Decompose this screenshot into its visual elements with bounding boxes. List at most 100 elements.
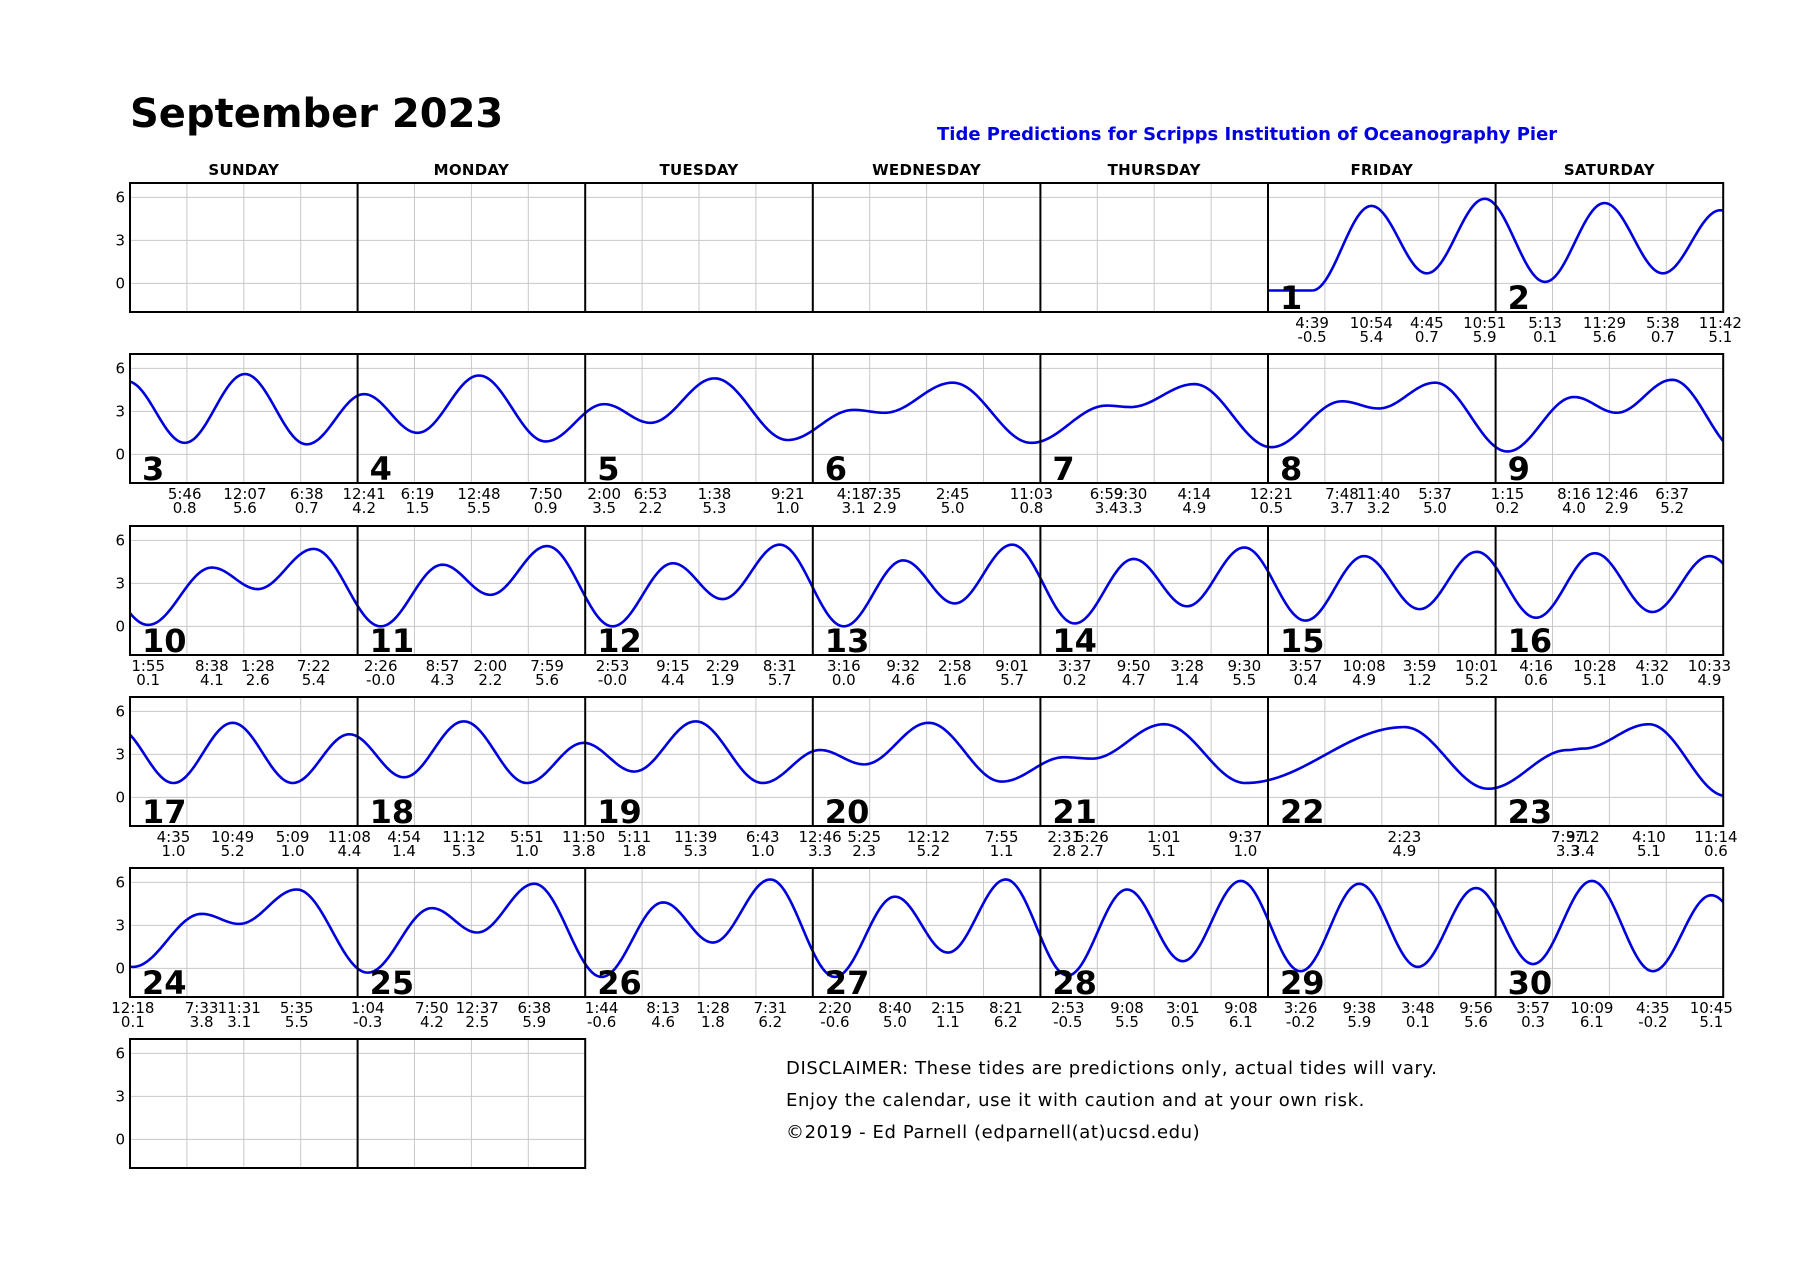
tide-time-label: 10:45	[1690, 999, 1733, 1017]
y-tick-label: 0	[115, 788, 125, 806]
tide-time-label: 4:35	[1636, 999, 1670, 1017]
tide-height-label: 5.5	[1232, 671, 1256, 689]
tide-curve-day-22	[1267, 725, 1496, 791]
tide-height-label: 0.4	[1294, 671, 1318, 689]
tide-time-label: 2:15	[931, 999, 965, 1017]
tide-height-label: 3.3	[1556, 842, 1580, 860]
tide-height-label: 5.7	[768, 671, 792, 689]
disclaimer-line-2: Enjoy the calendar, use it with caution …	[786, 1090, 1365, 1111]
day-number-9: 9	[1508, 450, 1530, 488]
day-number-23: 23	[1508, 793, 1553, 831]
tide-height-label: 0.2	[1496, 499, 1520, 517]
tide-height-label: 1.2	[1408, 671, 1432, 689]
tide-height-label: 3.1	[227, 1013, 251, 1031]
y-tick-label: 0	[115, 959, 125, 977]
tide-curve-day-8	[1267, 381, 1497, 449]
tide-time-label: 5:37	[1418, 485, 1452, 503]
tide-height-label: 2.9	[873, 499, 897, 517]
tide-time-label: 3:37	[1058, 657, 1092, 675]
tide-time-label: 7:48	[1325, 485, 1359, 503]
tide-height-label: -0.6	[820, 1013, 849, 1031]
day-number-15: 15	[1280, 622, 1325, 660]
tide-time-label: 5:13	[1528, 314, 1562, 332]
tide-height-label: 1.8	[701, 1013, 725, 1031]
tide-time-label: 8:40	[878, 999, 912, 1017]
day-number-8: 8	[1280, 450, 1302, 488]
tide-time-label: 7:50	[415, 999, 449, 1017]
tide-height-label: 2.3	[852, 842, 876, 860]
tide-height-label: 4.1	[200, 671, 224, 689]
tide-height-label: -0.2	[1638, 1013, 1667, 1031]
tide-height-label: 0.9	[534, 499, 558, 517]
tide-time-label: 9:37	[1229, 828, 1263, 846]
tide-time-label: 5:25	[847, 828, 881, 846]
day-header-thursday: THURSDAY	[1107, 161, 1201, 179]
tide-time-label: 11:29	[1583, 314, 1626, 332]
tide-height-label: 2.8	[1052, 842, 1076, 860]
tide-time-label: 2:53	[596, 657, 630, 675]
day-number-2: 2	[1508, 279, 1530, 317]
tide-height-label: 4.4	[337, 842, 361, 860]
tide-height-label: 6.1	[1229, 1013, 1253, 1031]
tide-time-label: 9:32	[886, 657, 920, 675]
tide-height-label: 1.0	[281, 842, 305, 860]
tide-curve-day-25	[356, 882, 587, 974]
tide-time-label: 3:48	[1401, 999, 1435, 1017]
tide-time-label: 3:28	[1170, 657, 1204, 675]
tide-curve-day-17	[129, 721, 359, 785]
tide-height-label: 5.9	[522, 1013, 546, 1031]
tide-height-label: 2.2	[639, 499, 663, 517]
day-number-16: 16	[1508, 622, 1553, 660]
tide-time-label: 4:10	[1632, 828, 1666, 846]
day-number-28: 28	[1052, 964, 1097, 1002]
tide-curve-day-1	[1268, 197, 1497, 292]
tide-height-label: 1.0	[751, 842, 775, 860]
tide-time-label: 4:39	[1295, 314, 1329, 332]
day-number-7: 7	[1052, 450, 1074, 488]
tide-curve-day-3	[129, 372, 359, 446]
week-row-border	[129, 353, 1725, 484]
tide-height-label: 5.0	[941, 499, 965, 517]
y-tick-label: 3	[115, 745, 125, 763]
tide-height-label: 5.6	[535, 671, 559, 689]
week-row-border	[129, 182, 1725, 313]
tide-curve-day-4	[357, 374, 587, 443]
tide-curve-day-21	[1039, 722, 1269, 785]
tide-time-label: 8:13	[646, 999, 680, 1017]
tide-time-label: 11:03	[1010, 485, 1053, 503]
tide-height-label: 5.6	[233, 499, 257, 517]
page-subtitle: Tide Predictions for Scripps Institution…	[937, 124, 1558, 145]
tide-time-label: 11:40	[1357, 485, 1400, 503]
week-row-border	[129, 525, 1725, 656]
tide-height-label: 5.0	[883, 1013, 907, 1031]
tide-time-label: 9:21	[771, 485, 805, 503]
y-tick-label: 3	[115, 231, 125, 249]
tide-height-label: 4.2	[352, 499, 376, 517]
tide-height-label: 5.3	[452, 842, 476, 860]
day-number-18: 18	[370, 793, 415, 831]
tide-height-label: 0.7	[1415, 328, 1439, 346]
tide-height-label: 4.9	[1698, 671, 1722, 689]
tide-height-label: 2.9	[1605, 499, 1629, 517]
tide-time-label: 9:12	[1566, 828, 1600, 846]
tide-height-label: 4.9	[1352, 671, 1376, 689]
y-tick-label: 6	[115, 359, 125, 377]
day-number-11: 11	[370, 622, 415, 660]
tide-time-label: 5:38	[1646, 314, 1680, 332]
tide-height-label: 4.9	[1392, 842, 1416, 860]
tide-time-label: 5:35	[280, 999, 314, 1017]
tide-curve-day-24	[129, 888, 359, 970]
tide-height-label: 1.1	[936, 1013, 960, 1031]
tide-time-label: 7:59	[530, 657, 564, 675]
day-number-30: 30	[1508, 964, 1553, 1002]
day-number-1: 1	[1280, 279, 1302, 317]
tide-time-label: 2:53	[1051, 999, 1085, 1017]
tide-time-label: 11:50	[562, 828, 605, 846]
tide-time-label: 12:18	[111, 999, 154, 1017]
tide-time-label: 1:44	[585, 999, 619, 1017]
tide-curve-day-19	[585, 720, 814, 785]
tide-time-label: 8:16	[1557, 485, 1591, 503]
tide-time-label: 7:50	[529, 485, 563, 503]
tide-time-label: 6:59	[1090, 485, 1124, 503]
day-number-6: 6	[825, 450, 847, 488]
